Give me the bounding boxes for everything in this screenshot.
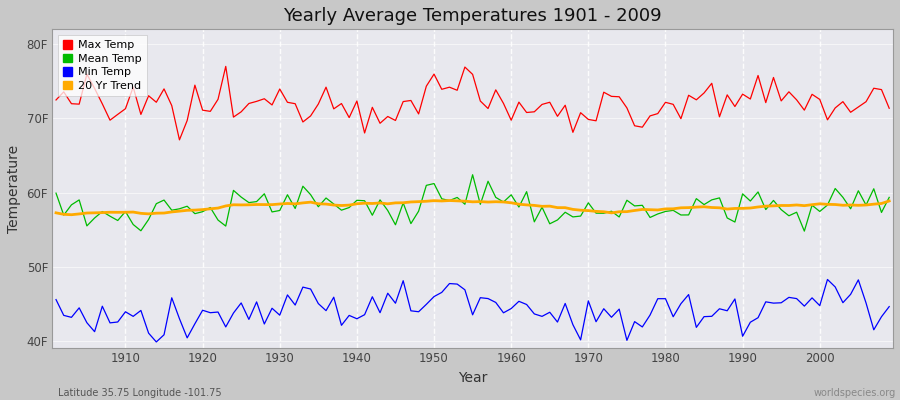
Text: Latitude 35.75 Longitude -101.75: Latitude 35.75 Longitude -101.75	[58, 388, 222, 398]
Title: Yearly Average Temperatures 1901 - 2009: Yearly Average Temperatures 1901 - 2009	[284, 7, 662, 25]
Legend: Max Temp, Mean Temp, Min Temp, 20 Yr Trend: Max Temp, Mean Temp, Min Temp, 20 Yr Tre…	[58, 35, 147, 96]
X-axis label: Year: Year	[458, 371, 487, 385]
Y-axis label: Temperature: Temperature	[7, 145, 21, 233]
Text: worldspecies.org: worldspecies.org	[814, 388, 896, 398]
